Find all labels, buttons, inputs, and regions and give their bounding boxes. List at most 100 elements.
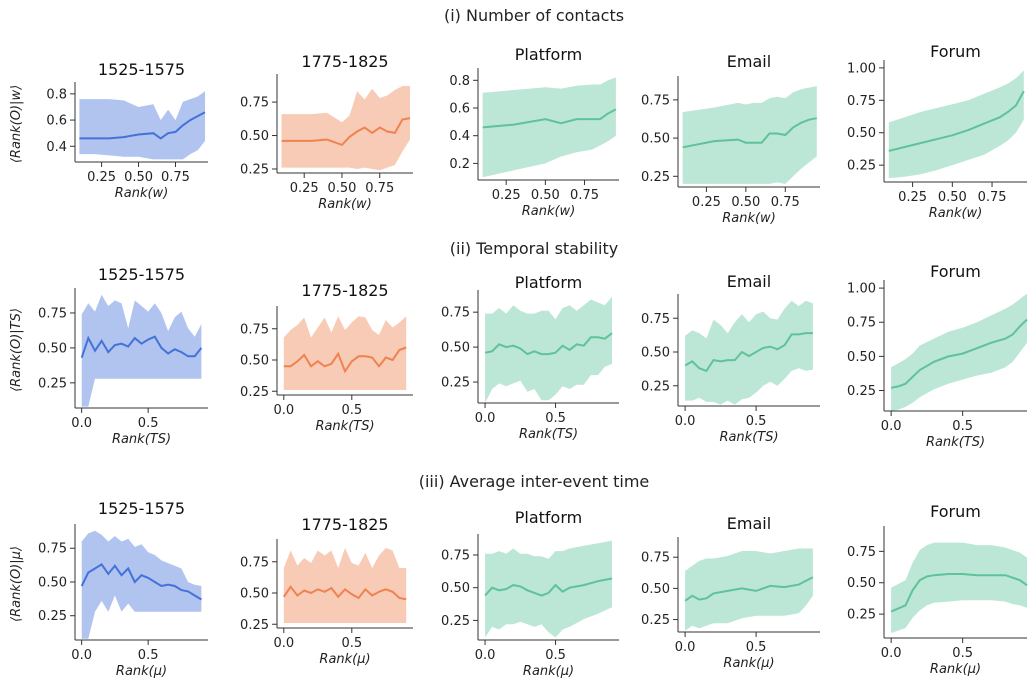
- x-tick-label: 0.0: [475, 648, 496, 663]
- y-axis-label: ⟨Rank(O)|μ⟩: [9, 546, 24, 622]
- y-tick-label: 0.25: [847, 608, 876, 623]
- y-tick-label: 0.25: [240, 162, 269, 177]
- x-tick-label: 0.50: [731, 195, 760, 210]
- x-tick-label: 0.5: [341, 636, 362, 651]
- x-tick-label: 0.5: [138, 416, 159, 431]
- confidence-band: [482, 77, 616, 178]
- y-tick-label: 0.50: [847, 350, 876, 365]
- panel-title: Platform: [515, 45, 582, 64]
- x-tick-label: 0.75: [978, 190, 1007, 205]
- y-tick-label: 0.75: [441, 549, 470, 564]
- y-tick-label: 0.25: [641, 613, 670, 628]
- x-tick-label: 0.75: [570, 188, 599, 203]
- x-tick-label: 0.25: [692, 195, 721, 210]
- confidence-band: [283, 548, 407, 623]
- y-tick-label: 0.4: [449, 129, 470, 144]
- y-tick-label: 0.50: [240, 354, 269, 369]
- y-tick-label: 0.6: [46, 114, 67, 129]
- y-tick-label: 0.75: [240, 96, 269, 111]
- x-tick-label: 0.0: [881, 419, 902, 434]
- mean-line: [890, 573, 1028, 613]
- mean-line: [79, 111, 206, 140]
- y-tick-label: 0.75: [641, 93, 670, 108]
- x-tick-label: 0.0: [71, 648, 92, 663]
- confidence-band: [281, 86, 410, 171]
- x-axis-label: Rank(w): [929, 206, 983, 221]
- y-tick-label: 0.50: [847, 576, 876, 591]
- y-tick-label: 0.75: [240, 322, 269, 337]
- confidence-band: [888, 70, 1024, 179]
- x-tick-label: 0.50: [124, 170, 153, 185]
- x-tick-label: 0.75: [161, 170, 190, 185]
- y-tick-label: 0.50: [38, 341, 67, 356]
- y-tick-label: 0.50: [240, 129, 269, 144]
- y-tick-label: 0.75: [847, 94, 876, 109]
- x-axis-label: Rank(μ): [930, 662, 981, 677]
- y-tick-label: 0.75: [240, 555, 269, 570]
- panel-title: Email: [727, 52, 771, 71]
- x-axis-label: Rank(TS): [719, 430, 778, 445]
- y-tick-label: 0.75: [847, 545, 876, 560]
- x-tick-label: 0.50: [531, 188, 560, 203]
- row-title-2: (iii) Average inter-event time: [419, 472, 650, 491]
- panel-title: Email: [727, 514, 771, 533]
- y-tick-label: 0.8: [46, 87, 67, 102]
- panel-title: Forum: [930, 262, 981, 281]
- confidence-band: [79, 91, 205, 160]
- y-tick-label: 0.25: [847, 384, 876, 399]
- x-tick-label: 0.25: [87, 170, 116, 185]
- x-tick-label: 0.5: [952, 646, 973, 661]
- x-tick-label: 0.5: [952, 419, 973, 434]
- x-axis-label: Rank(TS): [112, 432, 171, 447]
- x-axis-label: Rank(w): [318, 197, 372, 212]
- panel-title: Forum: [930, 502, 981, 521]
- x-axis-label: Rank(w): [722, 211, 776, 226]
- mean-line: [682, 117, 817, 149]
- mean-line: [684, 576, 814, 602]
- confidence-band: [485, 296, 612, 403]
- confidence-band: [485, 540, 612, 638]
- y-tick-label: 0.75: [441, 306, 470, 321]
- panel-title: Platform: [515, 273, 582, 292]
- x-tick-label: 0.0: [881, 646, 902, 661]
- confidence-band: [891, 293, 1027, 411]
- panel-title: 1775-1825: [301, 52, 388, 71]
- y-tick-label: 0.25: [641, 170, 670, 185]
- panel-title: Forum: [930, 42, 981, 61]
- y-tick-label: 0.25: [641, 379, 670, 394]
- y-tick-label: 0.50: [641, 132, 670, 147]
- x-tick-label: 0.0: [675, 640, 696, 655]
- x-tick-label: 0.75: [771, 195, 800, 210]
- x-tick-label: 0.0: [475, 411, 496, 426]
- confidence-band: [682, 86, 817, 184]
- x-tick-label: 0.0: [273, 636, 294, 651]
- mean-line: [281, 117, 411, 147]
- x-axis-label: Rank(μ): [523, 664, 574, 679]
- mean-line: [282, 585, 407, 601]
- mean-line: [484, 332, 613, 356]
- mean-line: [484, 577, 613, 597]
- mean-line: [888, 90, 1025, 152]
- y-tick-label: 0.2: [449, 157, 470, 172]
- y-tick-label: 0.25: [240, 385, 269, 400]
- x-tick-label: 0.5: [545, 648, 566, 663]
- x-tick-label: 0.25: [898, 190, 927, 205]
- x-tick-label: 0.5: [341, 403, 362, 418]
- x-tick-label: 0.0: [675, 414, 696, 429]
- confidence-band: [685, 300, 813, 405]
- y-tick-label: 0.50: [38, 575, 67, 590]
- y-tick-label: 0.25: [441, 376, 470, 391]
- y-tick-label: 0.25: [38, 376, 67, 391]
- confidence-band: [81, 294, 202, 407]
- y-tick-label: 0.75: [641, 551, 670, 566]
- mean-line: [80, 563, 202, 601]
- x-axis-label: Rank(μ): [723, 656, 774, 671]
